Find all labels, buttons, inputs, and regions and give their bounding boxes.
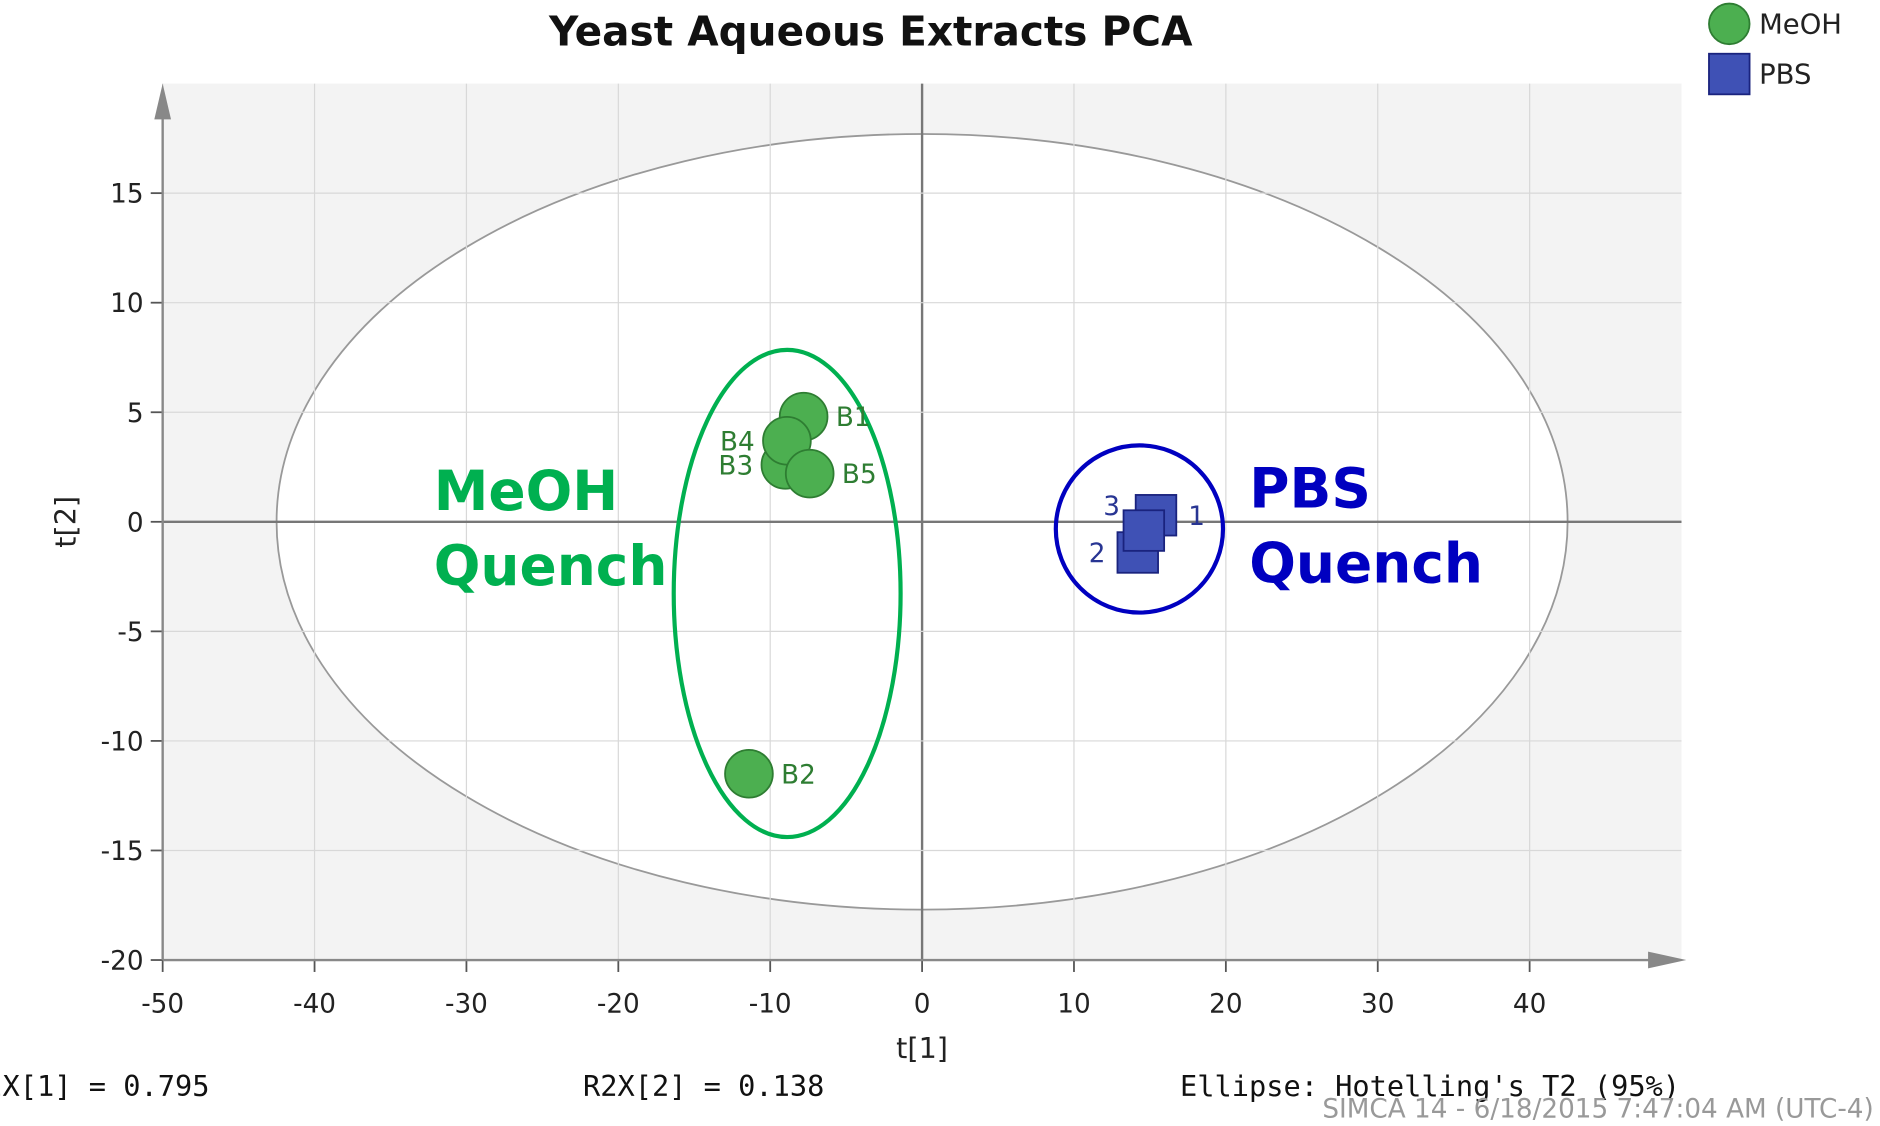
point [784,448,835,499]
x-axis-label: t[1] [896,1031,948,1065]
legend-label: PBS [1759,60,1811,91]
y-axis-arrow [154,83,172,120]
footnote: Ellipse: Hotelling's T2 (95%) [1180,1069,1680,1103]
y-tick-label: -20 [101,947,144,977]
point-label: 2 [1089,539,1106,569]
y-tick-label: 10 [110,289,143,319]
x-tick-label: -40 [293,990,336,1020]
annotation: PBS [1249,456,1371,520]
x-tick-label: 20 [1209,990,1242,1020]
y-tick-label: -5 [117,618,143,648]
x-tick-label: -10 [749,990,792,1020]
x-tick-label: -50 [141,990,184,1020]
chart-title: Yeast Aqueous Extracts PCA [548,7,1193,55]
point-label: 1 [1188,502,1205,532]
x-tick-label: -20 [597,990,640,1020]
footnote: R2X[1] = 0.795 [0,1069,209,1103]
pbs-group-circle [1053,443,1226,615]
annotation: Quench [1249,532,1483,596]
x-axis-arrow [1648,951,1687,969]
point-label: B1 [836,403,871,433]
point-label: 3 [1103,492,1120,522]
meoh-group-ellipse [671,347,903,840]
point-label: B3 [718,451,753,481]
legend-marker [1708,2,1751,46]
y-axis-label: t[2] [48,496,82,548]
point-label: B5 [842,460,877,490]
footnote: R2X[2] = 0.138 [583,1069,824,1103]
software-stamp: SIMCA 14 - 6/18/2015 7:47:04 AM (UTC-4) [1322,1095,1873,1125]
y-tick-label: -10 [101,727,144,757]
y-tick-label: 15 [110,180,143,210]
point [724,749,774,799]
x-tick-label: -30 [445,990,488,1020]
x-tick-label: 0 [914,990,931,1020]
x-tick-label: 40 [1513,990,1546,1020]
y-tick-label: -15 [101,837,144,867]
x-tick-label: 10 [1057,990,1090,1020]
point-label: B4 [720,427,755,457]
x-tick-label: 30 [1361,990,1394,1020]
legend-label: MeOH [1759,9,1842,40]
point [1122,509,1166,552]
legend-marker [1708,52,1751,96]
annotation: Quench [434,534,668,598]
y-tick-label: 5 [127,399,144,429]
point-label: B2 [781,760,816,790]
annotation: MeOH [434,459,619,523]
y-tick-label: 0 [127,508,144,538]
